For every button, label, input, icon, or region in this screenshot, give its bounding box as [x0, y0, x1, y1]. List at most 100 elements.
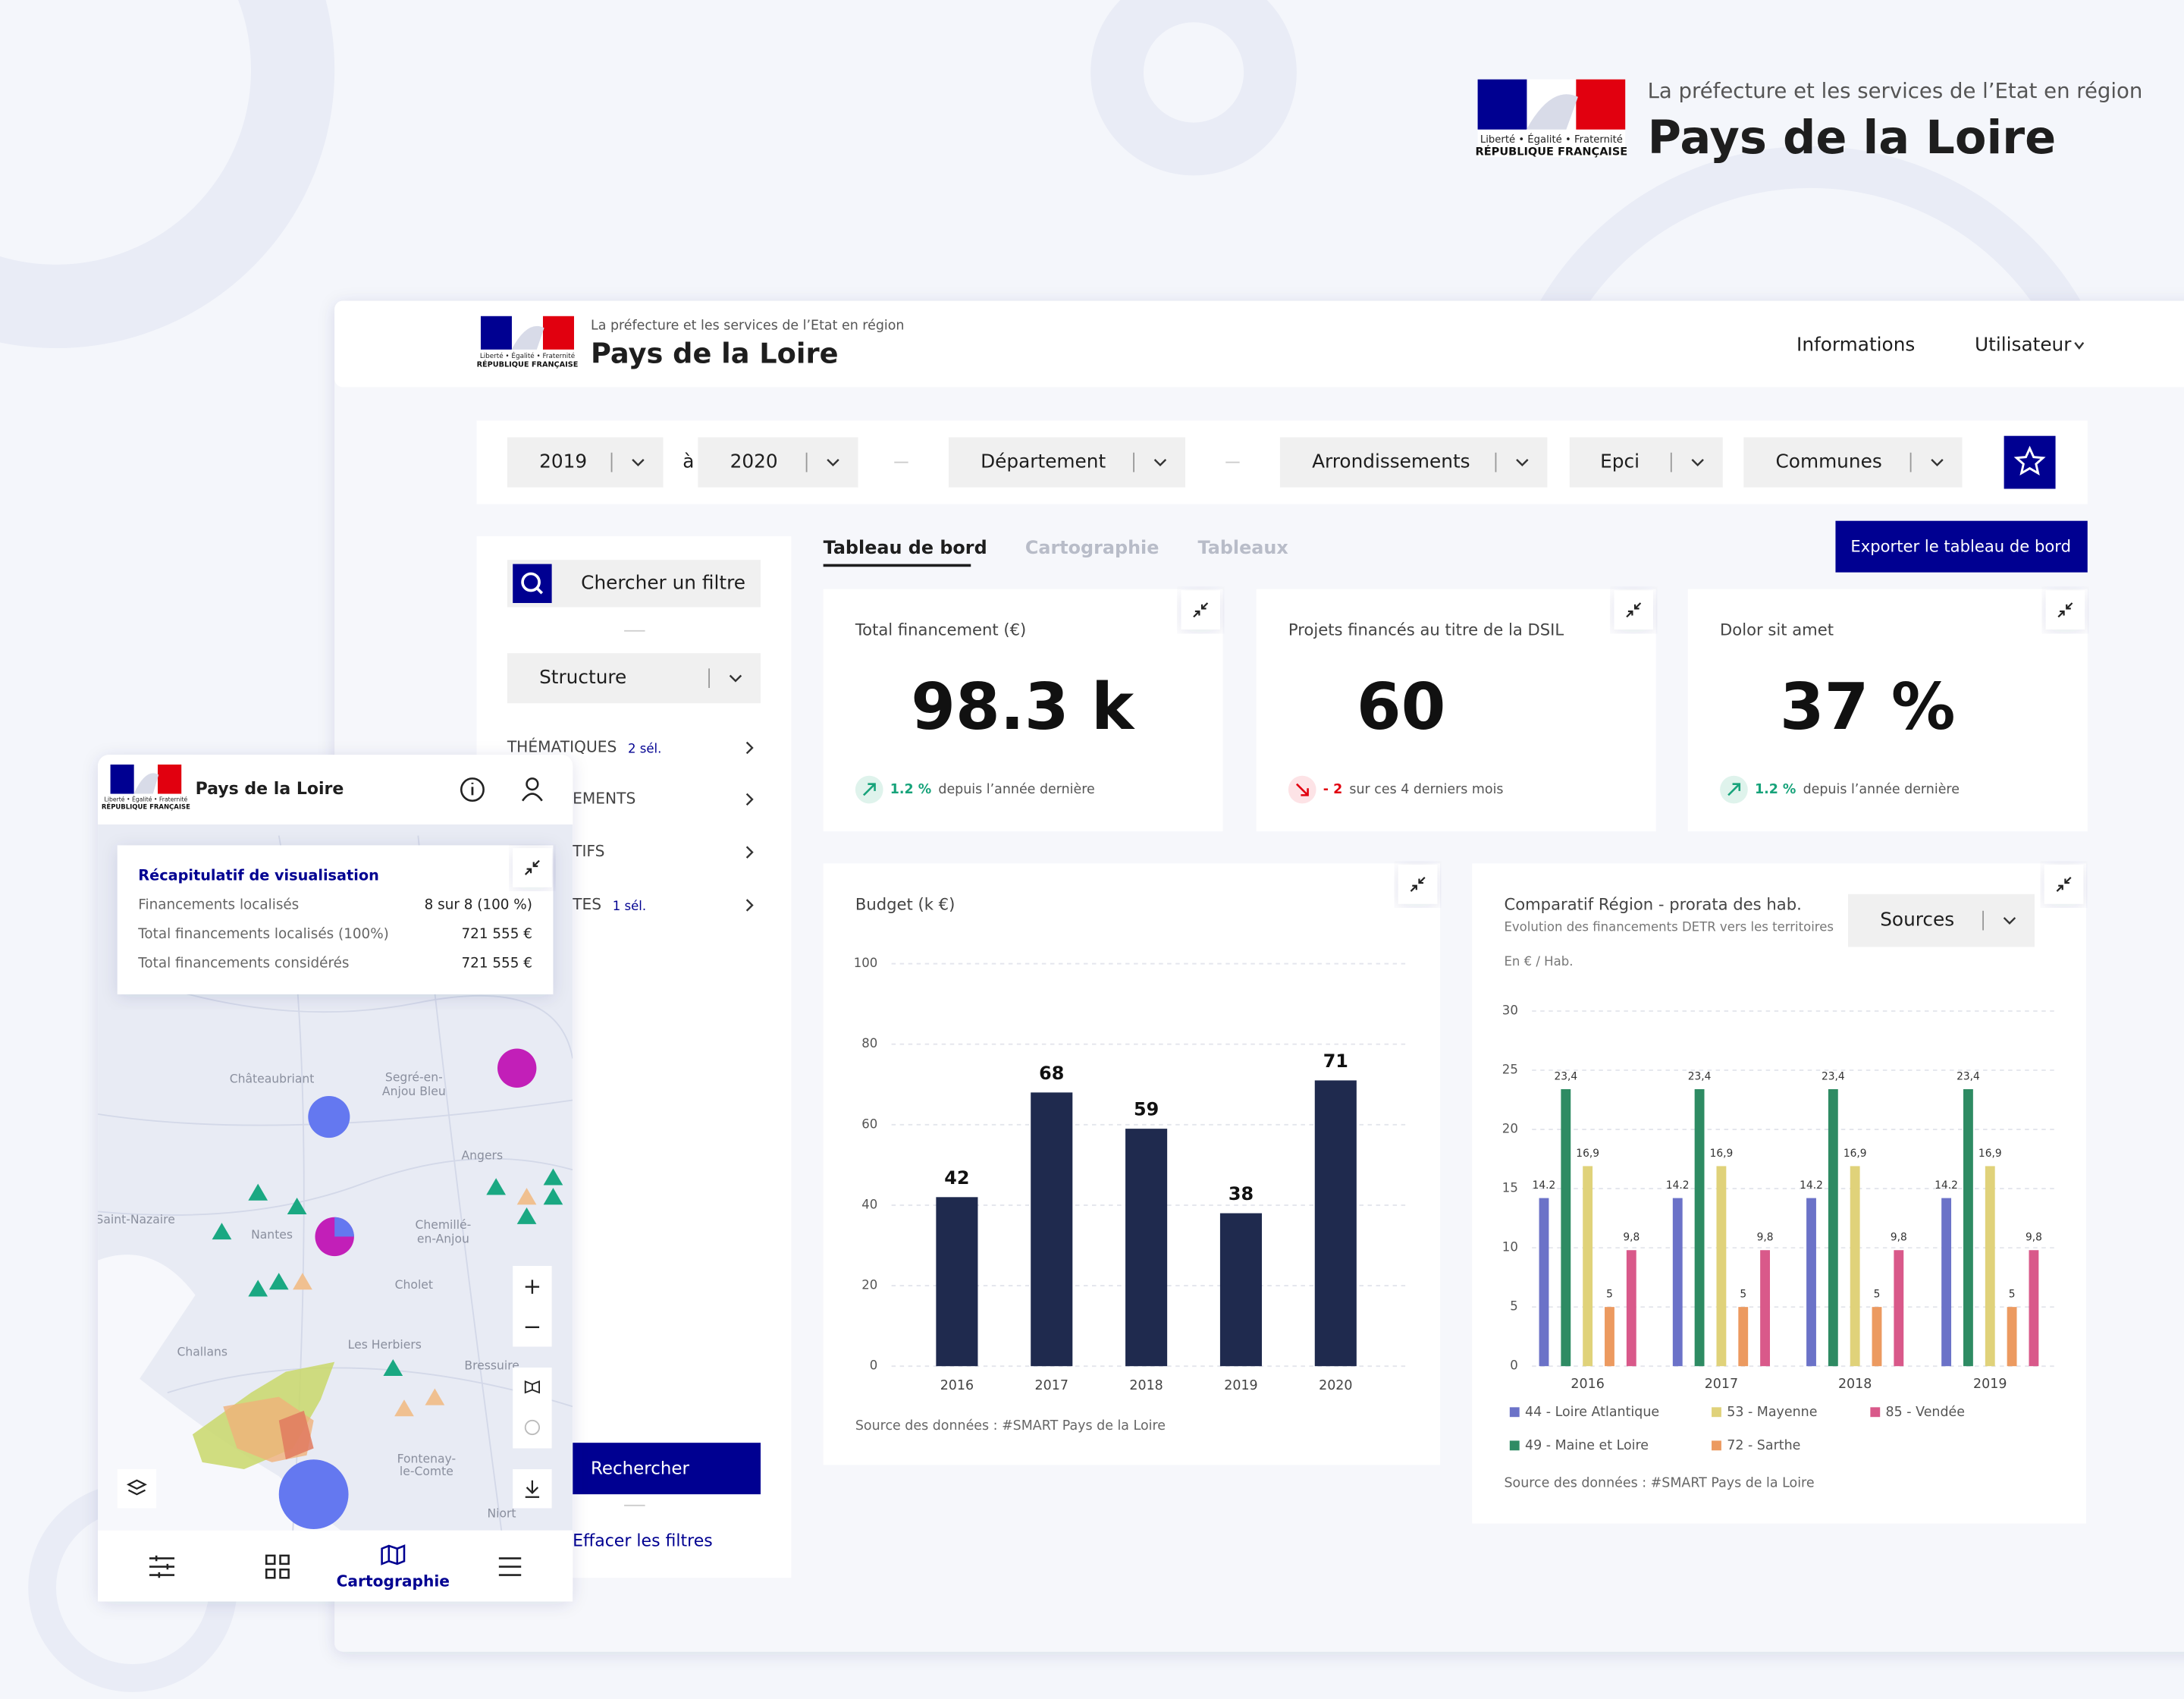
info-icon[interactable]	[460, 777, 485, 802]
bar	[1219, 1213, 1262, 1367]
nav-icon-filters[interactable]	[149, 1555, 175, 1578]
dropdown-box[interactable]	[948, 437, 1186, 488]
bar-value-label: 5	[1740, 1289, 1746, 1301]
summary-label: Total financements localisés (100%)	[137, 926, 389, 942]
trend-arrow	[1727, 783, 1741, 796]
clear-filters[interactable]: Effacer les filtres	[573, 1532, 713, 1551]
filter-group-label[interactable]: TIFS	[572, 842, 604, 860]
collapse-icon	[2056, 876, 2072, 892]
tab[interactable]: Tableaux	[1198, 537, 1289, 558]
tab[interactable]: Cartographie	[1025, 537, 1159, 558]
zoom-control[interactable]	[513, 1265, 552, 1347]
favorite-button[interactable]	[2004, 435, 2056, 489]
collapse-icon	[1193, 602, 1209, 618]
bar	[1850, 1166, 1860, 1367]
export-button[interactable]	[1835, 520, 2088, 573]
y-tick-label: 20	[861, 1278, 877, 1292]
dropdown-box[interactable]	[698, 437, 858, 488]
y-tick-label: 0	[1510, 1358, 1518, 1373]
dropdown: Epci	[1569, 437, 1723, 488]
collapse-button[interactable]	[513, 848, 552, 887]
nav-icon-map[interactable]	[381, 1544, 406, 1566]
dropdown: Structure	[507, 653, 761, 704]
map-tool[interactable]	[513, 1368, 552, 1449]
nav-label-active[interactable]: Cartographie	[337, 1572, 450, 1590]
brand-tagline: La préfecture et les services de l’Etat …	[1648, 79, 2143, 103]
dropdown: Communes	[1743, 437, 1963, 488]
y-unit-label: En € / Hab.	[1504, 954, 1573, 969]
bar	[1872, 1307, 1882, 1367]
filter-group-label[interactable]: EMENTS	[573, 789, 635, 807]
dropdown-label: Département	[981, 451, 1106, 473]
place-label: Anjou Bleu	[382, 1085, 446, 1098]
logo: Liberté • Égalité • FraternitéRÉPUBLIQUE…	[1476, 79, 1627, 158]
bar-value-label: 68	[1039, 1063, 1064, 1084]
chevron-icon	[2003, 917, 2016, 925]
tab[interactable]: Tableau de bord	[824, 537, 987, 558]
collapse-button[interactable]	[1614, 590, 1653, 630]
dropdown: 2019	[507, 437, 664, 488]
dropdown-box[interactable]	[1569, 437, 1723, 488]
collapse-button[interactable]	[2045, 590, 2085, 630]
legend-label: 49 - Maine et Loire	[1525, 1438, 1649, 1453]
dropdown: Département	[948, 437, 1186, 488]
kpi-delta: 1.2 %	[1755, 782, 1796, 797]
dropdown-box[interactable]	[1743, 437, 1963, 488]
filter-group-label[interactable]: TES	[572, 895, 601, 913]
x-tick-label: 2019	[1973, 1377, 2007, 1392]
collapse-button[interactable]	[1181, 590, 1220, 630]
summary-label: Total financements considérés	[137, 956, 349, 972]
filter-group-label[interactable]: THÉMATIQUES	[507, 737, 617, 755]
chart-card-bg	[1472, 863, 2086, 1524]
bottom-nav	[98, 1530, 573, 1602]
chevron-icon	[1516, 459, 1529, 466]
bar	[1760, 1250, 1770, 1367]
summary-label: Financements localisés	[138, 897, 299, 912]
trend-arrow	[1295, 783, 1309, 796]
collapse-icon	[1626, 602, 1642, 618]
user-icon[interactable]	[526, 777, 539, 791]
legend-label: 44 - Loire Atlantique	[1525, 1405, 1659, 1420]
place-label: Chemillé-	[416, 1218, 472, 1232]
y-tick-label: 80	[861, 1036, 877, 1050]
place-label: Segré-en-	[385, 1071, 443, 1085]
dropdown-box[interactable]	[507, 653, 761, 704]
search-button[interactable]	[573, 1443, 761, 1495]
filter-bar: 2019 à 2020 Département Arrondissements Epci C…	[476, 420, 2088, 504]
nav-icon-dashboard[interactable]	[265, 1554, 290, 1579]
map-marker	[543, 1168, 563, 1186]
map-marker	[308, 1095, 350, 1138]
collapse-button[interactable]	[1398, 865, 1438, 904]
bar	[2029, 1250, 2039, 1367]
bar	[1985, 1166, 1995, 1367]
nav-link[interactable]: Informations	[1796, 333, 1915, 355]
chevron-icon	[729, 674, 742, 683]
place-label: Nantes	[251, 1228, 293, 1242]
map-marker	[212, 1223, 232, 1240]
dropdown-box[interactable]	[507, 437, 664, 488]
chevron-icon	[2074, 341, 2085, 350]
chevron-icon	[745, 899, 754, 912]
nav-icon-list[interactable]	[498, 1557, 522, 1576]
kpi-value: 98.3 k	[911, 670, 1135, 744]
flag-red	[1576, 79, 1626, 130]
bar-value-label: 16,9	[1576, 1148, 1599, 1160]
dropdown-box[interactable]	[1279, 437, 1548, 488]
bar	[1583, 1166, 1593, 1367]
kpi-card-bg	[823, 589, 1223, 832]
legend-label: 72 - Sarthe	[1727, 1438, 1800, 1453]
chevron-icon	[745, 846, 754, 859]
bar-value-label: 9,8	[1623, 1232, 1640, 1244]
filter-group-count: 1 sél.	[613, 899, 646, 913]
dropdown-label: Arrondissements	[1312, 451, 1470, 473]
dropdown-box[interactable]	[1847, 893, 2035, 947]
nav-link[interactable]: Utilisateur	[1975, 333, 2072, 355]
dropdown: Sources	[1847, 893, 2035, 947]
legend-label: 53 - Mayenne	[1727, 1405, 1817, 1420]
y-tick-label: 100	[854, 956, 878, 970]
collapse-button[interactable]	[2044, 865, 2084, 904]
dropdown-label: Structure	[539, 666, 626, 688]
filter-group-count: 2 sél.	[628, 741, 661, 755]
y-tick-label: 0	[870, 1358, 878, 1373]
